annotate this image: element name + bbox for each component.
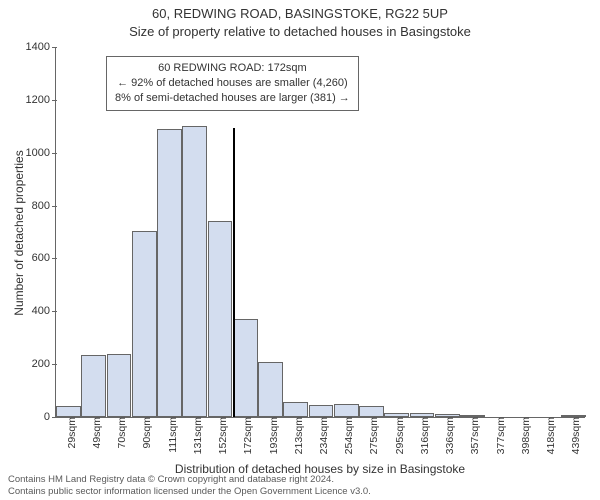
x-tick: 316sqm <box>413 417 431 454</box>
annotation-line-3: 8% of semi-detached houses are larger (3… <box>115 91 350 106</box>
x-tick: 254sqm <box>337 417 355 454</box>
plot-area: 60 REDWING ROAD: 172sqm ← 92% of detache… <box>55 48 585 418</box>
footer-line-2: Contains public sector information licen… <box>8 486 371 498</box>
y-tick: 200 <box>32 358 56 370</box>
x-tick: 295sqm <box>388 417 406 454</box>
histogram-bar <box>107 354 132 417</box>
y-tick: 1200 <box>26 94 56 106</box>
x-tick: 90sqm <box>135 417 153 449</box>
x-tick: 418sqm <box>539 417 557 454</box>
x-tick: 172sqm <box>236 417 254 454</box>
chart-footer: Contains HM Land Registry data © Crown c… <box>8 474 371 498</box>
x-tick: 193sqm <box>262 417 280 454</box>
chart-title: 60, REDWING ROAD, BASINGSTOKE, RG22 5UP <box>0 6 600 21</box>
y-tick: 0 <box>44 411 56 423</box>
annotation-box: 60 REDWING ROAD: 172sqm ← 92% of detache… <box>106 56 359 111</box>
x-tick: 70sqm <box>110 417 128 449</box>
histogram-bar <box>56 406 81 417</box>
histogram-bar <box>258 362 283 418</box>
x-tick: 111sqm <box>161 417 179 453</box>
x-tick: 234sqm <box>312 417 330 454</box>
y-tick: 1000 <box>26 147 56 159</box>
y-tick: 600 <box>32 252 56 264</box>
histogram-bar <box>157 129 182 417</box>
histogram-chart: 60, REDWING ROAD, BASINGSTOKE, RG22 5UP … <box>0 0 600 500</box>
histogram-bar <box>233 319 258 417</box>
x-tick: 275sqm <box>362 417 380 454</box>
x-tick: 213sqm <box>287 417 305 454</box>
x-tick: 131sqm <box>186 417 204 454</box>
annotation-line-1: 60 REDWING ROAD: 172sqm <box>115 61 350 76</box>
x-tick: 439sqm <box>564 417 582 454</box>
histogram-bar <box>359 406 384 417</box>
y-tick: 1400 <box>26 41 56 53</box>
x-tick: 357sqm <box>463 417 481 454</box>
histogram-bar <box>208 221 233 417</box>
x-tick: 336sqm <box>438 417 456 454</box>
y-axis-label: Number of detached properties <box>12 48 26 418</box>
histogram-bar <box>132 231 157 417</box>
histogram-bar <box>309 405 334 417</box>
x-tick: 152sqm <box>211 417 229 454</box>
histogram-bar <box>81 355 106 417</box>
x-tick: 29sqm <box>60 417 78 449</box>
chart-subtitle: Size of property relative to detached ho… <box>0 24 600 39</box>
y-tick: 400 <box>32 305 56 317</box>
x-tick: 398sqm <box>514 417 532 454</box>
histogram-bar <box>182 126 207 417</box>
y-tick: 800 <box>32 200 56 212</box>
x-tick: 377sqm <box>489 417 507 454</box>
x-tick: 49sqm <box>85 417 103 449</box>
footer-line-1: Contains HM Land Registry data © Crown c… <box>8 474 371 486</box>
histogram-bar <box>283 402 308 417</box>
histogram-bar <box>334 404 359 417</box>
marker-line <box>233 128 235 417</box>
annotation-line-2: ← 92% of detached houses are smaller (4,… <box>115 76 350 91</box>
